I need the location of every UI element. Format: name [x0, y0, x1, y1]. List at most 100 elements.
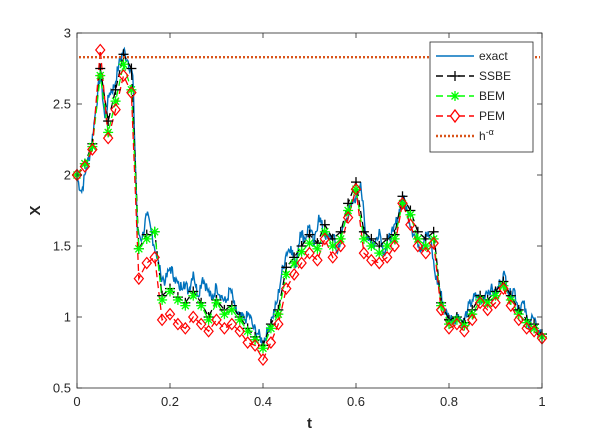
point-pem [412, 239, 424, 253]
point-bem [211, 297, 222, 308]
x-tick-label: 0.8 [440, 394, 458, 409]
point-bem [172, 294, 183, 305]
point-pem [203, 324, 214, 338]
point-pem [528, 324, 540, 338]
legend: exact SSBE BEM PEM h-α [429, 41, 534, 153]
point-bem [234, 314, 245, 325]
point-pem [211, 313, 222, 327]
point-bem [219, 309, 230, 320]
point-pem [389, 239, 400, 253]
point-bem [165, 286, 175, 297]
point-pem [110, 103, 121, 117]
point-pem [164, 307, 176, 321]
point-bem [265, 323, 276, 334]
y-tick-label: 2.5 [53, 97, 71, 112]
point-bem [273, 309, 284, 320]
legend-label-ssbe: SSBE [479, 69, 511, 83]
point-pem [350, 182, 362, 196]
legend-marker-pem [449, 108, 461, 124]
point-pem [521, 321, 532, 335]
legend-label-pem: PEM [479, 109, 505, 123]
point-pem [304, 246, 315, 260]
point-bem [490, 290, 501, 301]
point-pem [451, 317, 463, 331]
point-ssbe [110, 84, 121, 95]
point-pem [118, 69, 129, 83]
y-tick-label: 3 [64, 26, 71, 41]
point-pem [141, 256, 153, 270]
point-ssbe [126, 63, 137, 74]
point-pem [459, 324, 470, 338]
point-pem [172, 317, 184, 331]
point-bem [226, 304, 237, 315]
point-bem [319, 226, 330, 237]
point-bem [335, 233, 346, 244]
point-pem [79, 160, 91, 173]
y-tick-label: 2 [64, 168, 71, 183]
point-bem [366, 241, 377, 251]
point-pem [335, 239, 346, 253]
point-bem [188, 290, 199, 301]
legend-label-exact: exact [479, 49, 508, 63]
point-bem [141, 233, 152, 244]
x-axis-label: t [307, 415, 312, 432]
point-pem [187, 310, 199, 324]
legend-label-threshold-exponent: -α [486, 127, 494, 137]
legend-label-threshold-base: h [479, 129, 486, 143]
point-pem [180, 321, 191, 335]
point-pem [498, 282, 509, 296]
point-pem [242, 336, 253, 350]
point-pem [102, 131, 114, 145]
point-pem [490, 296, 501, 310]
point-bem [304, 238, 315, 249]
legend-marker-ssbe [450, 71, 460, 81]
point-pem [219, 321, 230, 335]
legend-label-threshold: h-α [479, 127, 494, 143]
point-pem [312, 253, 323, 267]
point-pem [405, 218, 416, 232]
x-tick-label: 1 [538, 394, 545, 409]
marker-layer [71, 43, 548, 367]
point-pem [428, 236, 439, 250]
point-pem [474, 296, 486, 310]
point-bem [412, 233, 423, 244]
point-pem [149, 250, 160, 264]
point-pem [288, 267, 300, 281]
point-bem [374, 248, 385, 259]
point-pem [319, 232, 331, 246]
x-tick-label: 0 [73, 394, 80, 409]
point-pem [482, 303, 493, 317]
point-pem [133, 272, 145, 286]
point-bem [498, 280, 509, 291]
point-pem [366, 253, 377, 267]
point-bem [149, 226, 160, 237]
tick-layer: 0 0.2 0.4 0.6 0.8 1 0.5 1 1.5 2 2.5 3 [53, 26, 546, 410]
point-bem [87, 141, 98, 152]
point-pem [94, 43, 106, 57]
point-pem [265, 336, 277, 350]
point-bem [327, 241, 338, 251]
y-tick-label: 0.5 [53, 381, 71, 396]
point-bem [343, 205, 354, 216]
point-bem [196, 300, 207, 311]
x-tick-label: 0.4 [254, 394, 272, 409]
point-pem [466, 313, 478, 327]
point-bem [358, 233, 369, 244]
point-pem [234, 324, 246, 338]
point-pem [381, 250, 393, 264]
point-pem [126, 86, 137, 100]
point-bem [157, 294, 168, 305]
axes-box [76, 32, 543, 389]
point-bem [296, 246, 307, 257]
x-tick-label: 0.6 [347, 394, 365, 409]
point-pem [420, 246, 432, 260]
point-pem [87, 142, 98, 156]
point-bem [118, 59, 129, 70]
point-pem [249, 338, 261, 352]
y-axis-label: X [27, 205, 44, 215]
point-pem [296, 256, 307, 270]
point-pem [280, 282, 292, 296]
point-pem [226, 317, 238, 331]
legend-marker-bem [450, 91, 460, 101]
